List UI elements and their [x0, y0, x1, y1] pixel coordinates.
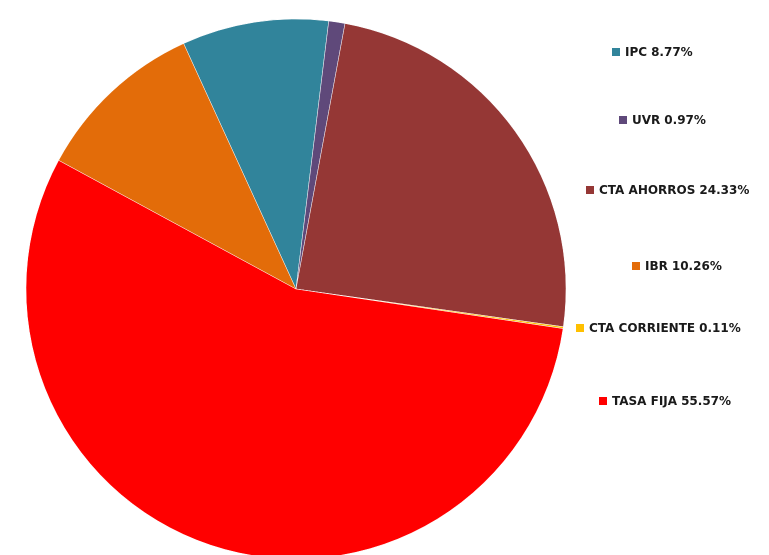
legend-value: 8.77%: [651, 45, 693, 59]
legend-label: CTA CORRIENTE 0.11%: [589, 321, 741, 335]
legend-swatch: [612, 48, 620, 56]
legend-value: 55.57%: [681, 394, 731, 408]
legend-swatch: [632, 262, 640, 270]
legend-swatch: [576, 324, 584, 332]
pie-slice: [183, 18, 330, 290]
legend-label: TASA FIJA 55.57%: [612, 394, 731, 408]
legend-label: IPC 8.77%: [625, 45, 693, 59]
legend-swatch: [586, 186, 594, 194]
legend-value: 10.26%: [672, 259, 722, 273]
legend-value: 24.33%: [699, 183, 749, 197]
legend-name: IPC: [625, 45, 647, 59]
legend-label: UVR 0.97%: [632, 113, 706, 127]
pie-slice: [58, 43, 297, 290]
legend-value: 0.11%: [699, 321, 741, 335]
legend-label: CTA AHORROS 24.33%: [599, 183, 749, 197]
legend-label: IBR 10.26%: [645, 259, 722, 273]
legend-name: CTA AHORROS: [599, 183, 695, 197]
legend-name: TASA FIJA: [612, 394, 678, 408]
legend-name: CTA CORRIENTE: [589, 321, 695, 335]
legend-swatch: [599, 397, 607, 405]
pie-slice: [25, 159, 564, 555]
legend-name: IBR: [645, 259, 668, 273]
pie-slice: [295, 23, 567, 328]
legend-value: 0.97%: [664, 113, 706, 127]
legend-name: UVR: [632, 113, 660, 127]
legend-swatch: [619, 116, 627, 124]
